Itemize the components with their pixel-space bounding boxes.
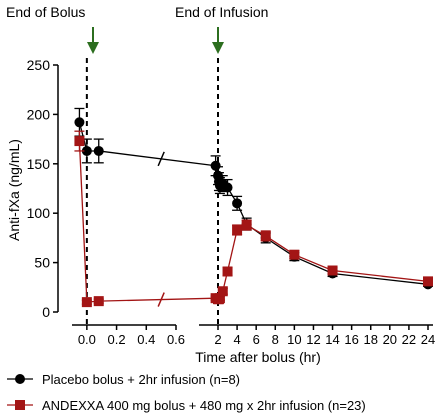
- series-layer: [74, 107, 433, 308]
- x-tick-label: 2: [214, 332, 221, 347]
- end-of-infusion-label: End of Infusion: [175, 4, 268, 20]
- x-tick-label: 0.6: [167, 332, 185, 347]
- data-point: [93, 296, 104, 307]
- end-of-bolus-label: End of Bolus: [6, 4, 85, 20]
- series-line-segment-2: [215, 224, 429, 300]
- x-tick-label: 22: [402, 332, 416, 347]
- x-tick-label: 10: [287, 332, 301, 347]
- data-point: [210, 160, 221, 171]
- legend-item-andexxa: ANDEXXA 400 mg bolus + 480 mg x 2hr infu…: [7, 398, 366, 413]
- x-tick-label: 4: [233, 332, 240, 347]
- data-point: [93, 145, 104, 156]
- data-point: [74, 117, 85, 128]
- series-break-connector: [98, 297, 216, 302]
- data-point: [214, 293, 225, 304]
- legend: Placebo bolus + 2hr infusion (n=8) ANDEX…: [7, 372, 366, 413]
- legend-label-placebo: Placebo bolus + 2hr infusion (n=8): [42, 372, 240, 387]
- series-1: [74, 130, 433, 308]
- series-0: [74, 107, 433, 290]
- x-tick-label: 12: [306, 332, 320, 347]
- y-tick-label: 50: [34, 255, 50, 271]
- y-tick-label: 100: [27, 205, 51, 221]
- infusion-arrow: [212, 27, 224, 54]
- x-tick-label: 0.4: [137, 332, 155, 347]
- x-tick-label: 16: [344, 332, 358, 347]
- data-point: [81, 297, 92, 308]
- y-axis-label: Anti-fXa (ng/mL): [6, 139, 22, 241]
- bolus-arrow: [87, 27, 99, 54]
- data-point: [423, 276, 433, 287]
- data-point: [260, 230, 271, 241]
- y-tick-label: 200: [27, 106, 51, 122]
- x-tick-label: 6: [253, 332, 260, 347]
- x-tick-label: 14: [325, 332, 339, 347]
- data-point: [81, 145, 92, 156]
- x-tick-label: 0.2: [108, 332, 126, 347]
- axis-break-mark: [157, 292, 165, 307]
- legend-marker-andexxa: [15, 400, 25, 410]
- x-tick-label: 18: [363, 332, 377, 347]
- series-line-segment-1: [78, 141, 99, 303]
- legend-marker-placebo: [15, 374, 25, 384]
- legend-item-placebo: Placebo bolus + 2hr infusion (n=8): [7, 372, 240, 387]
- y-tick-label: 0: [42, 304, 50, 320]
- axis-break-mark: [157, 151, 165, 167]
- x-tick-label: 8: [272, 332, 279, 347]
- data-point: [74, 136, 85, 147]
- data-point: [232, 198, 243, 209]
- series-break-connector: [98, 150, 216, 167]
- y-tick-label: 250: [27, 57, 51, 73]
- data-point: [241, 220, 252, 231]
- data-point: [222, 266, 233, 277]
- data-point: [222, 182, 233, 193]
- legend-label-andexxa: ANDEXXA 400 mg bolus + 480 mg x 2hr infu…: [42, 398, 366, 413]
- reference-lines: [85, 58, 219, 325]
- data-point: [289, 249, 300, 260]
- x-tick-label: 24: [421, 332, 435, 347]
- data-point: [232, 224, 243, 235]
- data-point: [217, 286, 228, 297]
- x-tick-label: 0.0: [78, 332, 96, 347]
- x-axis-label: Time after bolus (hr): [195, 349, 321, 365]
- y-tick-label: 150: [27, 156, 51, 172]
- x-tick-label: 20: [383, 332, 397, 347]
- data-point: [327, 265, 338, 276]
